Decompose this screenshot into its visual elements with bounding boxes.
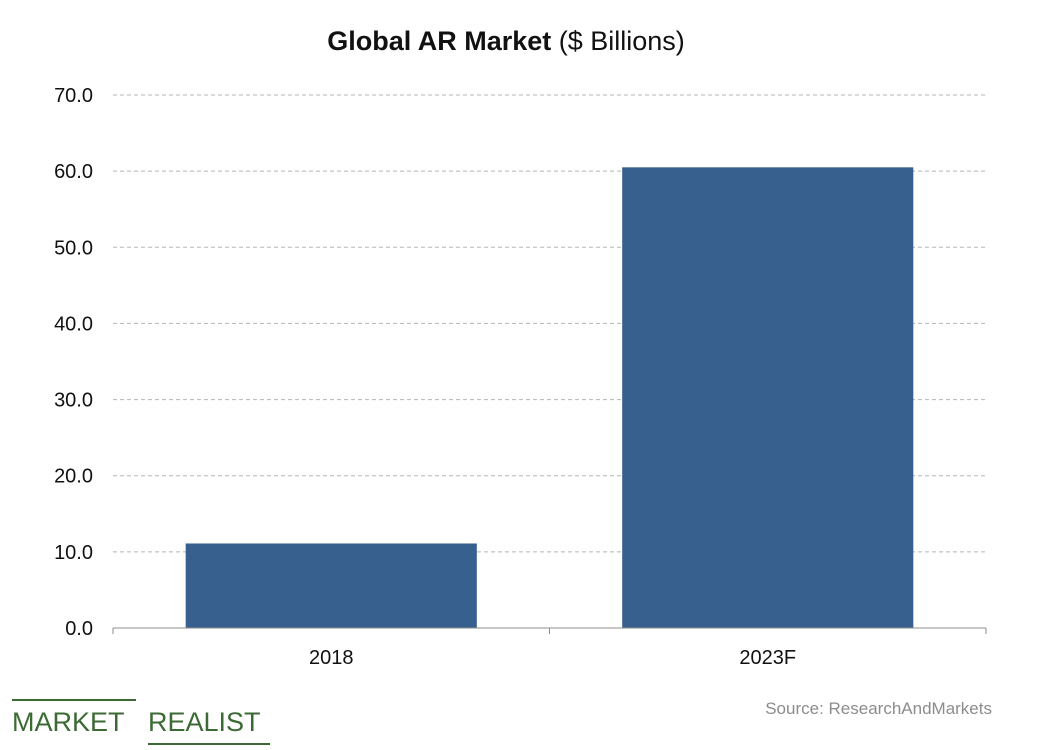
y-tick-label: 30.0: [54, 390, 93, 412]
bar: [185, 543, 477, 628]
logo-word-market: MARKET: [12, 707, 125, 737]
chart-title-main: Global AR Market: [327, 26, 552, 56]
chart-title: Global AR Market ($ Billions): [0, 26, 1012, 57]
y-tick-label: 40.0: [54, 313, 93, 335]
y-tick-label: 20.0: [54, 466, 93, 488]
y-tick-label: 70.0: [54, 85, 93, 107]
logo-word-realist: REALIST: [148, 707, 261, 737]
y-tick-label: 0.0: [65, 618, 93, 640]
y-tick-label: 60.0: [54, 161, 93, 183]
bar-chart: 0.0 10.0 20.0 30.0 40.0 50.0 60.0 70.0 2018 2023F: [54, 85, 987, 669]
chart-title-unit: ($ Billions): [551, 26, 685, 56]
x-tick-label: 2018: [309, 647, 354, 669]
y-tick-label: 50.0: [54, 237, 93, 259]
y-tick-label: 10.0: [54, 542, 93, 564]
x-tick-label: 2023F: [739, 647, 796, 669]
bar: [622, 167, 914, 629]
source-note: Source: ResearchAndMarkets: [765, 699, 992, 718]
